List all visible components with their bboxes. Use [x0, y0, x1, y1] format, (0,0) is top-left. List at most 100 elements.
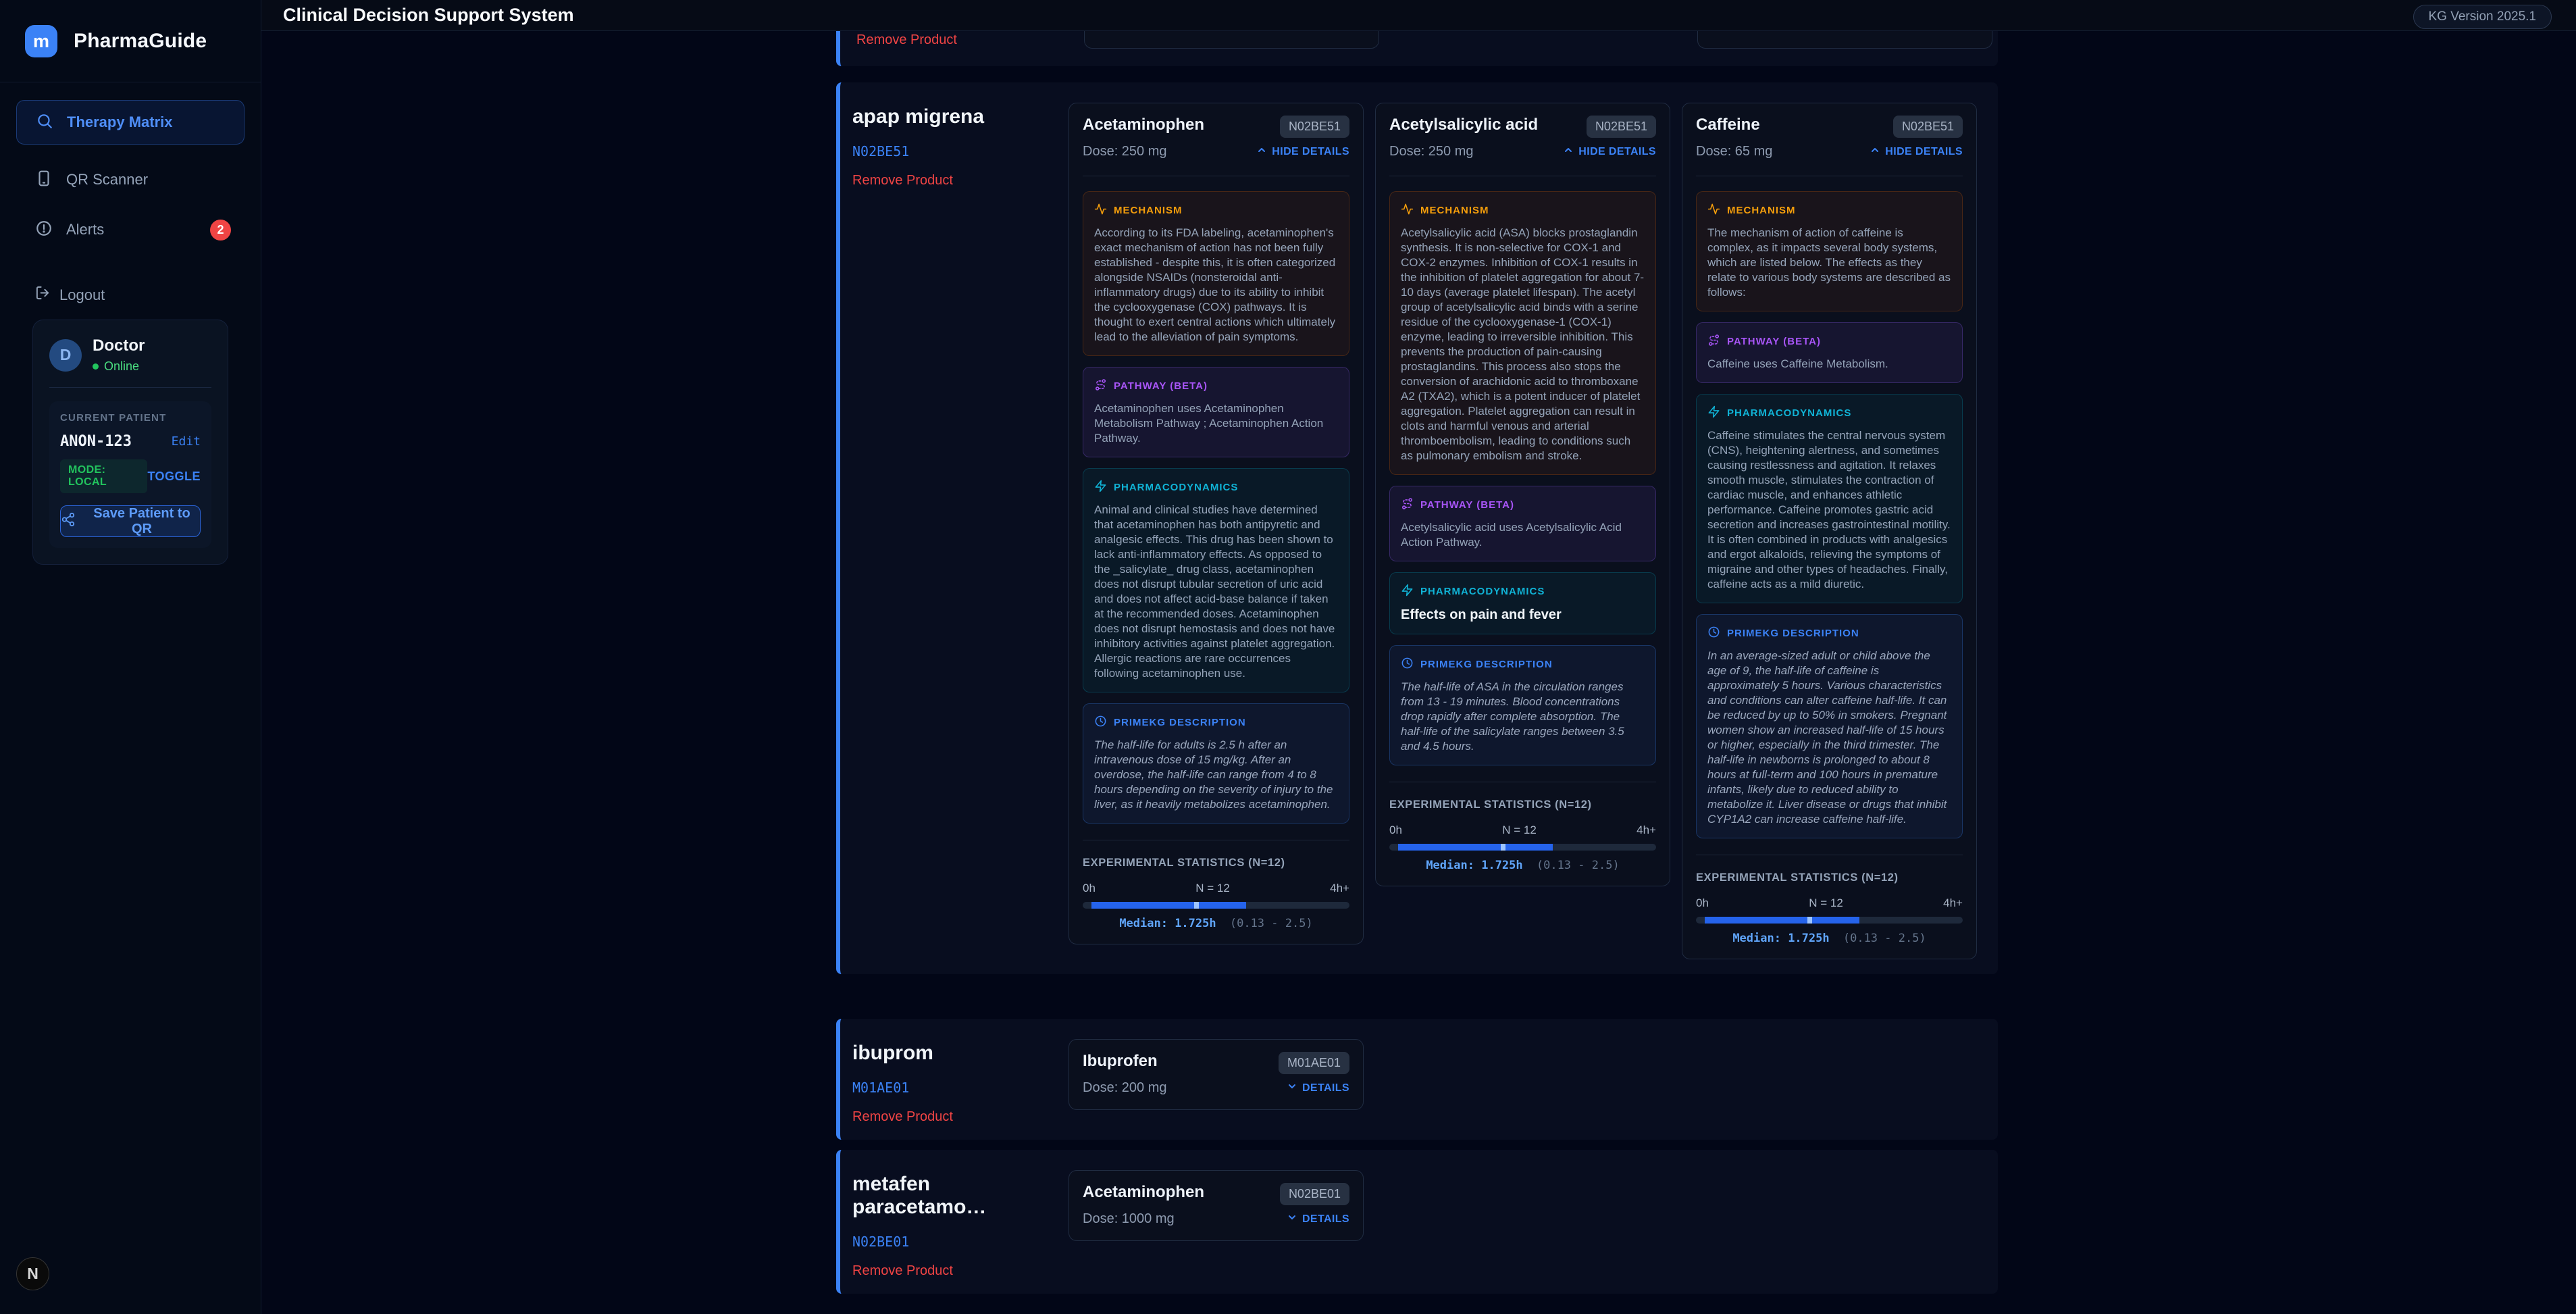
- clock-icon: [1094, 715, 1107, 730]
- experimental-statistics: EXPERIMENTAL STATISTICS (N=12) 0h N = 12…: [1389, 799, 1656, 872]
- median-range: (0.13 - 2.5): [1536, 859, 1620, 872]
- median-range: (0.13 - 2.5): [1229, 917, 1313, 930]
- mechanism-text: Acetylsalicylic acid (ASA) blocks prosta…: [1401, 226, 1645, 462]
- clock-icon: [1707, 626, 1720, 641]
- hide-details-button[interactable]: HIDE DETAILS: [1870, 145, 1963, 159]
- activity-icon: [1094, 203, 1107, 218]
- smartphone-icon: [35, 170, 53, 191]
- sidebar-item-alerts[interactable]: Alerts 2: [16, 212, 244, 247]
- remove-product-link[interactable]: Remove Product: [852, 1263, 953, 1278]
- doctor-card: D Doctor Online CURRENT PATIENT ANON-123…: [32, 320, 228, 565]
- product-section-apap-migrena: apap migrena N02BE51 Remove Product Acet…: [836, 82, 1998, 974]
- alert-circle-icon: [35, 220, 53, 241]
- scale-n: N = 12: [1502, 824, 1537, 836]
- mechanism-text: According to its FDA labeling, acetamino…: [1094, 226, 1336, 343]
- avatar: D: [49, 338, 82, 372]
- atc-code-badge: N02BE51: [1586, 116, 1656, 138]
- chevron-down-icon: [1287, 1212, 1297, 1226]
- median-marker: [1194, 902, 1200, 909]
- mechanism-text: The mechanism of action of caffeine is c…: [1707, 226, 1951, 299]
- pathway-box: PATHWAY (BETA) Caffeine uses Caffeine Me…: [1696, 322, 1963, 383]
- product-section-metafen: metafen paracetamo… N02BE01 Remove Produ…: [836, 1150, 1998, 1294]
- nextjs-dev-button[interactable]: N: [16, 1257, 49, 1290]
- pharmacodynamics-box: PHARMACODYNAMICS Effects on pain and fev…: [1389, 572, 1656, 634]
- scale-min: 0h: [1696, 896, 1709, 909]
- scale-max: 4h+: [1330, 882, 1349, 894]
- mode-badge: MODE: LOCAL: [60, 459, 148, 493]
- activity-icon: [1707, 203, 1720, 218]
- atc-code-badge: M01AE01: [1278, 1052, 1349, 1074]
- product-name: apap migrena: [852, 105, 985, 128]
- drug-name: Caffeine: [1696, 116, 1760, 134]
- drug-name: Acetylsalicylic acid: [1389, 116, 1539, 134]
- sidebar-nav: Therapy Matrix QR Scanner Alerts 2 Logou…: [0, 82, 261, 565]
- drug-name: Acetaminophen: [1083, 1183, 1205, 1201]
- primekg-box: PRIMEKG DESCRIPTION The half-life for ad…: [1083, 703, 1349, 824]
- alerts-count-badge: 2: [210, 219, 231, 241]
- sidebar-item-label: Alerts: [66, 221, 105, 238]
- hide-details-button[interactable]: HIDE DETAILS: [1563, 145, 1656, 159]
- halflife-range-bar: [1083, 902, 1349, 909]
- drug-name: Ibuprofen: [1083, 1052, 1158, 1070]
- halflife-range-bar: [1389, 844, 1656, 851]
- scale-n: N = 12: [1195, 882, 1230, 894]
- primekg-text: The half-life of ASA in the circulation …: [1401, 680, 1624, 753]
- sidebar-item-qr-scanner[interactable]: QR Scanner: [16, 162, 244, 197]
- scale-n: N = 12: [1809, 896, 1843, 909]
- product-atc-code: N02BE51: [852, 143, 910, 159]
- experimental-statistics: EXPERIMENTAL STATISTICS (N=12) 0h N = 12…: [1083, 857, 1349, 930]
- dose-label: Dose: 200 mg: [1083, 1080, 1167, 1095]
- dose-label: Dose: 250 mg: [1083, 144, 1167, 159]
- atc-code-badge: N02BE51: [1892, 116, 1963, 138]
- save-patient-to-qr-button[interactable]: Save Patient to QR: [60, 505, 201, 537]
- mechanism-box: MECHANISM The mechanism of action of caf…: [1696, 191, 1963, 311]
- pharmacodynamics-box: PHARMACODYNAMICS Animal and clinical stu…: [1083, 468, 1349, 692]
- scale-min: 0h: [1083, 882, 1096, 894]
- drug-card-caffeine: Caffeine N02BE51 Dose: 65 mg HIDE DETAIL…: [1682, 103, 1977, 959]
- drug-card-acetaminophen: Acetaminophen N02BE51 Dose: 250 mg HIDE …: [1068, 103, 1364, 944]
- edit-patient-button[interactable]: Edit: [171, 434, 201, 449]
- remove-product-link[interactable]: Remove Product: [856, 32, 957, 47]
- drug-card-acetaminophen-1000: Acetaminophen N02BE01 Dose: 1000 mg DETA…: [1068, 1170, 1364, 1241]
- stats-label: EXPERIMENTAL STATISTICS (N=12): [1389, 799, 1592, 811]
- primekg-text: The half-life for adults is 2.5 h after …: [1094, 738, 1333, 811]
- online-status-label: Online: [104, 359, 140, 373]
- sidebar-item-therapy-matrix[interactable]: Therapy Matrix: [16, 100, 244, 145]
- remove-product-link[interactable]: Remove Product: [852, 1109, 953, 1124]
- kg-version-badge: KG Version 2025.1: [2413, 5, 2552, 29]
- logout-label: Logout: [59, 286, 105, 303]
- chevron-up-icon: [1563, 145, 1574, 159]
- stats-label: EXPERIMENTAL STATISTICS (N=12): [1696, 871, 1899, 884]
- chevron-up-icon: [1256, 145, 1267, 159]
- show-details-button[interactable]: DETAILS: [1287, 1081, 1349, 1095]
- atc-code-badge: N02BE01: [1279, 1183, 1349, 1205]
- pharmacodynamics-text: Effects on pain and fever: [1401, 607, 1562, 622]
- halflife-range-fill: [1091, 902, 1246, 909]
- median-value: Median: 1.725h: [1119, 917, 1216, 930]
- pharmacodynamics-text: Animal and clinical studies have determi…: [1094, 503, 1335, 680]
- hide-details-button[interactable]: HIDE DETAILS: [1256, 145, 1349, 159]
- remove-product-link[interactable]: Remove Product: [852, 173, 953, 188]
- logout-button[interactable]: Logout: [35, 285, 228, 305]
- mechanism-box: MECHANISM Acetylsalicylic acid (ASA) blo…: [1389, 191, 1656, 475]
- clock-icon: [1401, 657, 1414, 672]
- dose-label: Dose: 1000 mg: [1083, 1211, 1175, 1226]
- pharmacodynamics-box: PHARMACODYNAMICS Caffeine stimulates the…: [1696, 394, 1963, 603]
- mode-toggle-button[interactable]: TOGGLE: [147, 469, 201, 483]
- drug-card-acetylsalicylic-acid: Acetylsalicylic acid N02BE51 Dose: 250 m…: [1375, 103, 1670, 886]
- route-icon: [1707, 334, 1720, 349]
- scale-min: 0h: [1389, 824, 1402, 836]
- show-details-button[interactable]: DETAILS: [1287, 1212, 1349, 1226]
- product-name: metafen paracetamo…: [852, 1173, 987, 1218]
- current-patient-panel: CURRENT PATIENT ANON-123 Edit MODE: LOCA…: [49, 401, 211, 548]
- divider: [49, 387, 211, 388]
- zap-icon: [1707, 405, 1720, 421]
- experimental-statistics: EXPERIMENTAL STATISTICS (N=12) 0h N = 12…: [1696, 871, 1963, 945]
- mechanism-box: MECHANISM According to its FDA labeling,…: [1083, 191, 1349, 356]
- pathway-box: PATHWAY (BETA) Acetaminophen uses Acetam…: [1083, 367, 1349, 457]
- drug-card-ibuprofen: Ibuprofen M01AE01 Dose: 200 mg DETAILS: [1068, 1039, 1364, 1110]
- current-patient-label: CURRENT PATIENT: [60, 412, 167, 424]
- share-icon: [61, 512, 76, 531]
- pharmacodynamics-text: Caffeine stimulates the central nervous …: [1707, 429, 1951, 590]
- activity-icon: [1401, 203, 1414, 218]
